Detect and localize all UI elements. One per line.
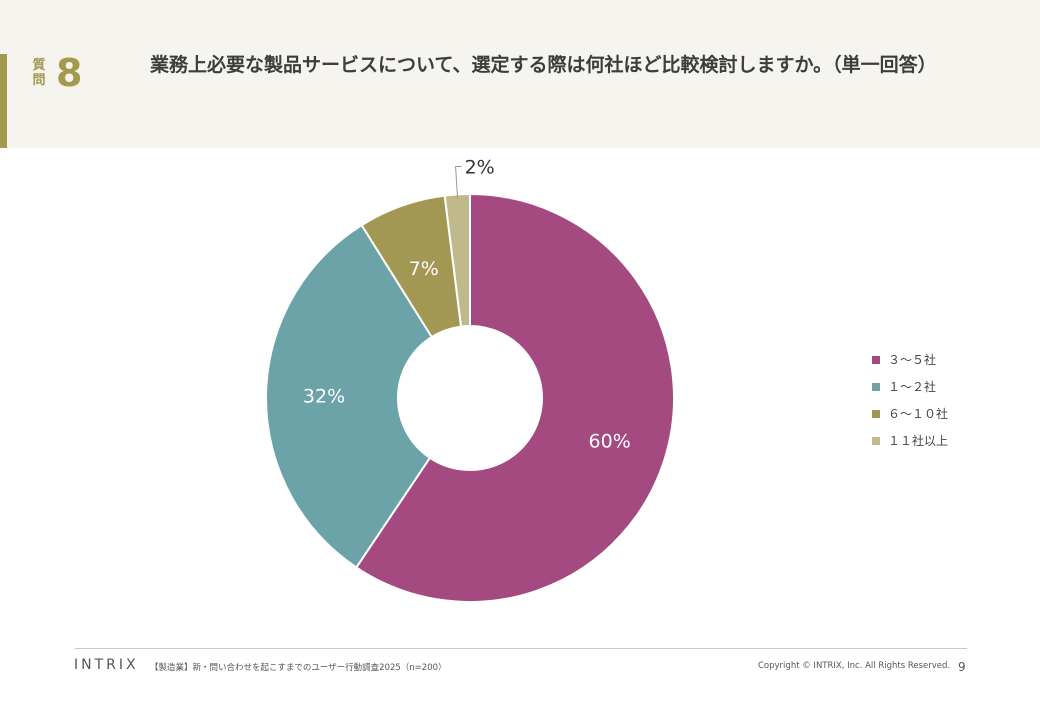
- question-label: 質問: [32, 58, 46, 88]
- pie-slice: [354, 192, 675, 603]
- pie-slice: [265, 223, 434, 569]
- legend-swatch: [872, 409, 880, 418]
- footer-divider: [75, 648, 967, 649]
- legend-label: １～２社: [888, 380, 937, 394]
- legend-item: ６～１０社: [872, 400, 948, 427]
- legend-item: １～２社: [872, 373, 948, 400]
- copyright-text: Copyright © INTRIX, Inc. All Rights Rese…: [758, 661, 951, 671]
- question-number: 8: [56, 51, 83, 95]
- legend-swatch: [872, 382, 880, 391]
- legend-item: ３～５社: [872, 346, 948, 373]
- page-number: 9: [958, 660, 966, 674]
- legend-label: ６～１０社: [888, 407, 949, 421]
- legend-label: ３～５社: [888, 353, 937, 367]
- legend-swatch: [872, 436, 880, 445]
- slide-header: 質問 8 業務上必要な製品サービスについて、選定する際は何社ほど比較検討しますか…: [0, 0, 1040, 148]
- legend-item: １１社以上: [872, 427, 948, 454]
- legend-label: １１社以上: [888, 434, 949, 448]
- slice-data-label: 7%: [409, 258, 439, 280]
- company-logo: INTRIX: [74, 657, 139, 673]
- question-title: 業務上必要な製品サービスについて、選定する際は何社ほど比較検討しますか。（単一回…: [150, 54, 937, 76]
- legend-swatch: [872, 355, 880, 364]
- slice-data-label: 32%: [303, 386, 345, 408]
- survey-source: 【製造業】新・問い合わせを起こすまでのユーザー行動調査2025（n=200）: [150, 663, 447, 673]
- chart-legend: ３～５社 １～２社 ６～１０社 １１社以上: [872, 346, 948, 454]
- slice-data-label: 2%: [465, 156, 495, 178]
- slice-data-label: 60%: [589, 431, 631, 453]
- leader-line: [455, 165, 462, 199]
- accent-bar: [0, 54, 7, 148]
- pie-slice: [443, 192, 471, 328]
